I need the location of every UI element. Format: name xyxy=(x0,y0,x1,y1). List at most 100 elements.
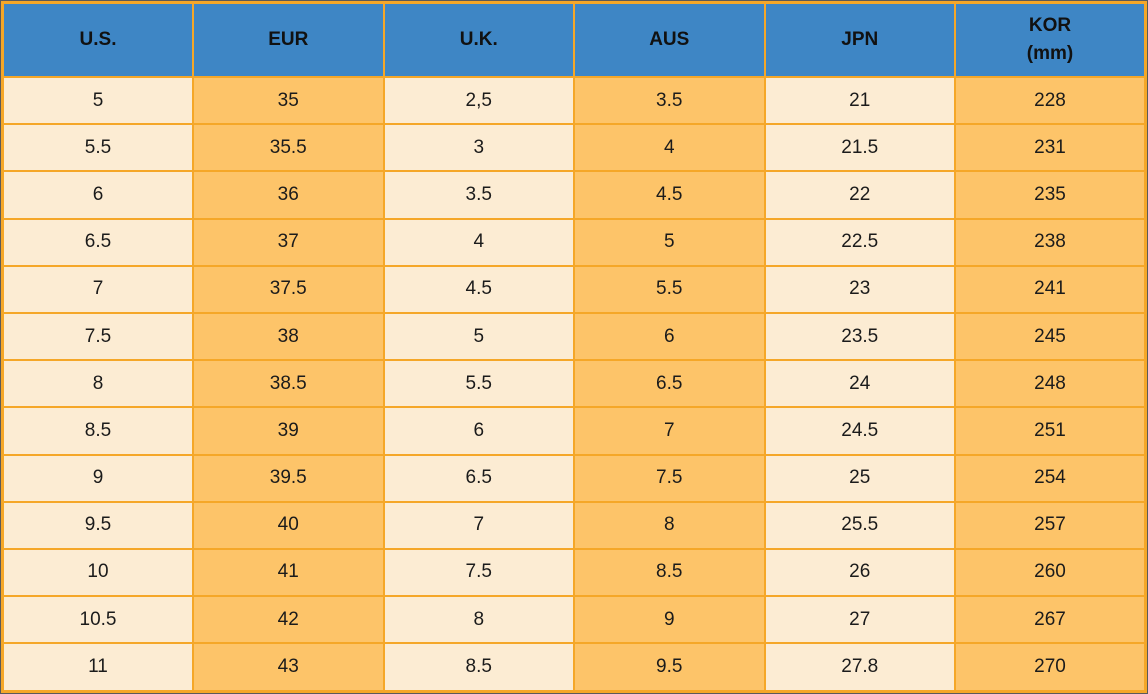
table-cell: 10 xyxy=(1,547,194,598)
table-cell: 2,5 xyxy=(382,75,575,126)
table-cell: 5.5 xyxy=(382,359,575,409)
table-row: 6 36 3.5 4.5 22 235 xyxy=(1,170,1147,220)
table-row: 5 35 2,5 3.5 21 228 xyxy=(1,75,1147,126)
table-row: 7.5 38 5 6 23.5 245 xyxy=(1,311,1147,362)
table-cell: 5 xyxy=(1,75,194,126)
table-cell: 5.5 xyxy=(573,264,766,314)
table-cell: 23.5 xyxy=(763,311,956,362)
column-header-eur: EUR xyxy=(192,1,385,78)
table-cell: 9 xyxy=(1,453,194,503)
table-header: U.S. EUR U.K. AUS JPN KOR (mm) xyxy=(1,1,1147,78)
column-header-label: U.K. xyxy=(459,29,498,51)
table-cell: 7 xyxy=(382,500,575,550)
table-cell: 36 xyxy=(192,170,385,220)
table-cell: 8.5 xyxy=(573,547,766,598)
table-cell: 4 xyxy=(382,217,575,267)
table-cell: 25.5 xyxy=(763,500,956,550)
table-cell: 7 xyxy=(1,264,194,314)
column-header-label: U.S. xyxy=(79,29,117,51)
table-cell: 21.5 xyxy=(763,123,956,173)
table-cell: 22.5 xyxy=(763,217,956,267)
column-header-label: JPN xyxy=(841,29,879,51)
table-cell: 254 xyxy=(954,453,1147,503)
table-cell: 6 xyxy=(573,311,766,362)
column-header-sublabel: (mm) xyxy=(1026,43,1074,64)
table-row: 7 37.5 4.5 5.5 23 241 xyxy=(1,264,1147,314)
table-cell: 238 xyxy=(954,217,1147,267)
table-row: 5.5 35.5 3 4 21.5 231 xyxy=(1,123,1147,173)
table-cell: 3.5 xyxy=(382,170,575,220)
table-cell: 5 xyxy=(573,217,766,267)
table-cell: 6 xyxy=(1,170,194,220)
table-cell: 35.5 xyxy=(192,123,385,173)
table-row: 8.5 39 6 7 24.5 251 xyxy=(1,406,1147,456)
table-cell: 9 xyxy=(573,595,766,645)
table-row: 9.5 40 7 8 25.5 257 xyxy=(1,500,1147,550)
table-cell: 245 xyxy=(954,311,1147,362)
table-cell: 39.5 xyxy=(192,453,385,503)
table-cell: 23 xyxy=(763,264,956,314)
table-cell: 38.5 xyxy=(192,359,385,409)
table-cell: 267 xyxy=(954,595,1147,645)
table-cell: 7.5 xyxy=(573,453,766,503)
table-cell: 228 xyxy=(954,75,1147,126)
table-cell: 7.5 xyxy=(382,547,575,598)
table-cell: 37 xyxy=(192,217,385,267)
table-cell: 6.5 xyxy=(382,453,575,503)
table-cell: 8.5 xyxy=(1,406,194,456)
table-cell: 11 xyxy=(1,642,194,693)
table-cell: 270 xyxy=(954,642,1147,693)
table-cell: 4 xyxy=(573,123,766,173)
table-cell: 42 xyxy=(192,595,385,645)
column-header-jpn: JPN xyxy=(763,1,956,78)
table-cell: 4.5 xyxy=(382,264,575,314)
column-header-label: KOR xyxy=(1028,15,1072,37)
table-cell: 40 xyxy=(192,500,385,550)
table-cell: 38 xyxy=(192,311,385,362)
table-cell: 8 xyxy=(573,500,766,550)
table-cell: 3.5 xyxy=(573,75,766,126)
table-cell: 21 xyxy=(763,75,956,126)
table-row: 11 43 8.5 9.5 27.8 270 xyxy=(1,642,1147,693)
table-cell: 248 xyxy=(954,359,1147,409)
table-cell: 6.5 xyxy=(573,359,766,409)
table-row: 10 41 7.5 8.5 26 260 xyxy=(1,547,1147,598)
table-cell: 6 xyxy=(382,406,575,456)
table-cell: 37.5 xyxy=(192,264,385,314)
table-cell: 8 xyxy=(382,595,575,645)
table-cell: 7 xyxy=(573,406,766,456)
table-cell: 235 xyxy=(954,170,1147,220)
table-cell: 35 xyxy=(192,75,385,126)
table-cell: 231 xyxy=(954,123,1147,173)
table-row: 9 39.5 6.5 7.5 25 254 xyxy=(1,453,1147,503)
table-cell: 260 xyxy=(954,547,1147,598)
table-cell: 41 xyxy=(192,547,385,598)
table-cell: 6.5 xyxy=(1,217,194,267)
table-row: 8 38.5 5.5 6.5 24 248 xyxy=(1,359,1147,409)
table-cell: 241 xyxy=(954,264,1147,314)
table-cell: 7.5 xyxy=(1,311,194,362)
column-header-label: AUS xyxy=(649,29,690,51)
table-cell: 39 xyxy=(192,406,385,456)
table-body: 5 35 2,5 3.5 21 228 5.5 35.5 3 4 21.5 231 6 36 3.5 4.5 2… xyxy=(1,75,1147,693)
column-header-uk: U.K. xyxy=(382,1,575,78)
table-cell: 25 xyxy=(763,453,956,503)
column-header-us: U.S. xyxy=(1,1,194,78)
table-cell: 5.5 xyxy=(1,123,194,173)
table-cell: 8 xyxy=(1,359,194,409)
table-cell: 24 xyxy=(763,359,956,409)
table-cell: 8.5 xyxy=(382,642,575,693)
table-cell: 26 xyxy=(763,547,956,598)
table-cell: 10.5 xyxy=(1,595,194,645)
table-cell: 27.8 xyxy=(763,642,956,693)
table-cell: 9.5 xyxy=(573,642,766,693)
table-cell: 3 xyxy=(382,123,575,173)
column-header-aus: AUS xyxy=(573,1,766,78)
column-header-label: EUR xyxy=(268,29,309,51)
table-cell: 251 xyxy=(954,406,1147,456)
table-row: 6.5 37 4 5 22.5 238 xyxy=(1,217,1147,267)
column-header-kor: KOR (mm) xyxy=(954,1,1147,78)
table-cell: 22 xyxy=(763,170,956,220)
